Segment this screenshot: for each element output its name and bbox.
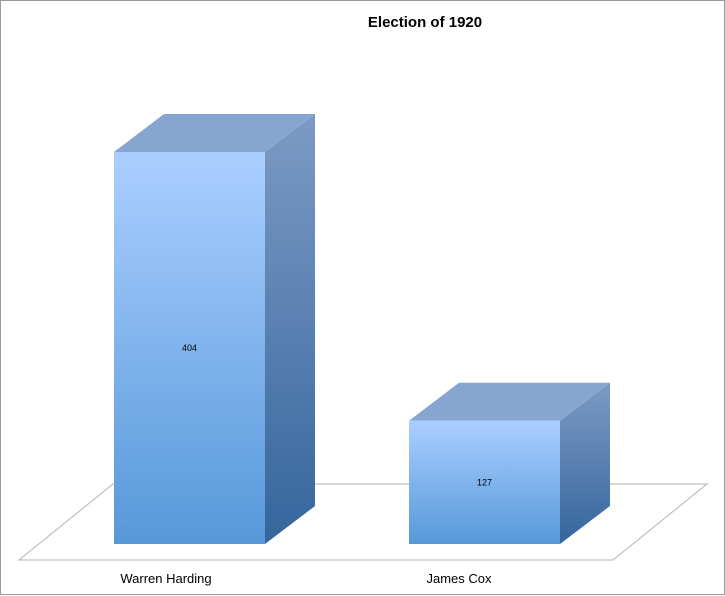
bar-side-warren-harding [265,114,315,544]
data-label-james-cox: 127 [477,477,492,487]
bar-top-james-cox [409,382,610,421]
bar-top-warren-harding [114,114,315,152]
bars-group: 404 127 [114,114,610,544]
category-label-james-cox: James Cox [426,571,492,586]
data-label-warren-harding: 404 [182,343,197,353]
bar-warren-harding [114,152,265,544]
chart-title: Election of 1920 [368,14,482,31]
bar-james-cox [409,420,560,544]
bar-side-james-cox [560,382,610,544]
category-label-warren-harding: Warren Harding [120,571,211,586]
